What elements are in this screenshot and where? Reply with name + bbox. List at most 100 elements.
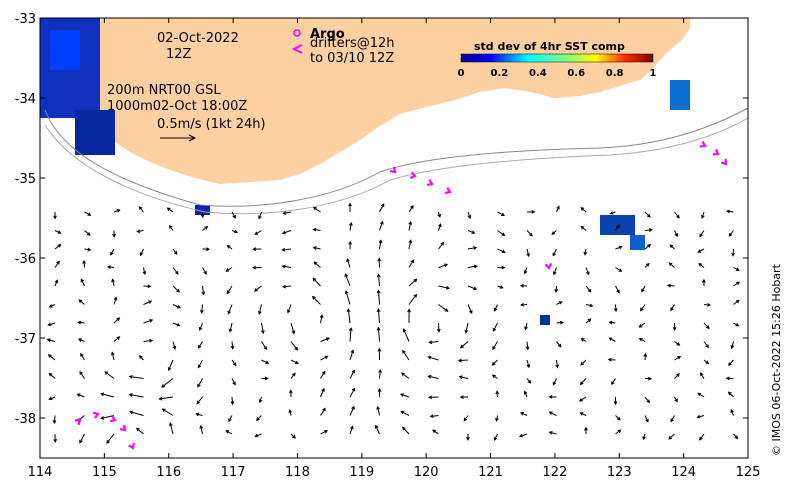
scale-arrow-head-icon [188,134,197,142]
current-vector-head-icon [313,261,318,266]
current-vector [137,230,144,233]
current-vector-head-icon [466,437,470,441]
current-vector-head-icon [670,418,674,423]
current-vector-head-icon [701,214,705,219]
current-vector-head-icon [47,354,52,358]
current-vector [408,278,417,287]
current-vector-head-icon [666,283,671,288]
current-vector [313,207,321,213]
current-vector-head-icon [697,249,702,253]
current-vector-head-icon [410,204,414,209]
current-vector [697,248,705,253]
current-vector [198,341,203,349]
current-vector [492,359,498,366]
current-vector [231,211,236,219]
current-vector-head-icon [80,352,84,357]
current-vector-head-icon [348,202,352,207]
current-vector [585,304,593,307]
drifter-arrow-icon [444,187,452,194]
current-vector-head-icon [735,322,740,327]
current-vector [78,299,85,305]
current-vector-head-icon [264,376,269,381]
current-vector [698,263,705,268]
current-vector-head-icon [322,407,326,412]
current-vector [644,211,651,218]
longitude-axis: 114 115 116 117 118 119 120 121 122 123 124 125 [28,18,760,480]
current-vector [668,433,675,440]
current-vector [48,322,56,326]
current-vector-head-icon [674,398,678,403]
current-vector-head-icon [727,391,732,396]
current-vector-head-icon [166,207,171,212]
current-vector-head-icon [580,225,585,230]
current-vector-head-icon [199,424,204,429]
current-vector [161,378,174,388]
current-vector-head-icon [136,229,141,234]
drifters-to-label: to 03/10 12Z [310,51,394,66]
current-vector-head-icon [463,417,468,422]
current-vector-head-icon [48,372,53,377]
current-vector-head-icon [413,293,418,298]
current-vector [290,322,295,334]
current-vector [196,413,203,416]
current-vector-head-icon [728,232,733,237]
current-vector [349,406,355,416]
current-vector-head-icon [52,420,57,425]
isobaths-time-label: 1000m02-Oct 18:00Z [107,99,247,114]
current-vector [231,396,234,405]
current-vector [726,210,734,213]
current-vector [549,411,557,416]
current-vector-head-icon [705,360,710,365]
current-vector [78,321,85,324]
current-vector [229,322,233,332]
current-vector [467,211,471,219]
current-vector [556,359,558,368]
current-vector [312,278,321,287]
current-vector-head-icon [609,211,614,215]
current-vector [200,425,203,435]
current-vector-head-icon [432,429,437,434]
current-vector-head-icon [87,247,92,252]
current-vector-head-icon [138,206,143,210]
current-vector-head-icon [311,295,316,300]
current-vector [615,267,622,272]
drifter-arrow-icon [109,415,117,423]
current-vector [283,211,292,214]
current-vector-head-icon [200,214,205,219]
current-vector [227,304,233,314]
current-vector-head-icon [608,337,613,341]
current-vector [674,356,681,361]
current-vector [231,359,237,366]
current-vector [728,391,734,398]
x-tick-label: 119 [349,465,374,480]
current-vector-head-icon [473,246,478,250]
current-vector-head-icon [376,308,381,312]
credit-label: © IMOS 06-Oct-2022 15:26 Hobart [770,263,783,456]
current-vector [460,341,469,349]
current-vector-head-icon [492,327,497,332]
current-vector-head-icon [344,273,349,278]
current-vector [345,290,351,305]
current-vector [639,322,646,328]
current-vector-head-icon [204,226,209,230]
current-vector-head-icon [552,381,557,386]
current-vector-head-icon [87,212,92,216]
current-vector-head-icon [471,230,476,234]
current-vector-head-icon [587,288,592,293]
current-vector-head-icon [377,347,382,352]
current-vector-head-icon [402,426,406,431]
current-vector [282,265,292,268]
current-vector-head-icon [548,395,553,399]
current-vector-head-icon [492,346,496,351]
current-vector [403,328,410,342]
current-vector [402,427,410,435]
current-vector [282,230,292,234]
current-vector [615,429,621,435]
current-vector-head-icon [647,213,651,218]
current-vector-head-icon [292,434,296,439]
current-vector [640,304,646,311]
current-vector [674,230,678,237]
current-vector-head-icon [78,299,83,303]
current-vector-head-icon [580,361,585,366]
drifter-arrow-icon [389,166,397,174]
